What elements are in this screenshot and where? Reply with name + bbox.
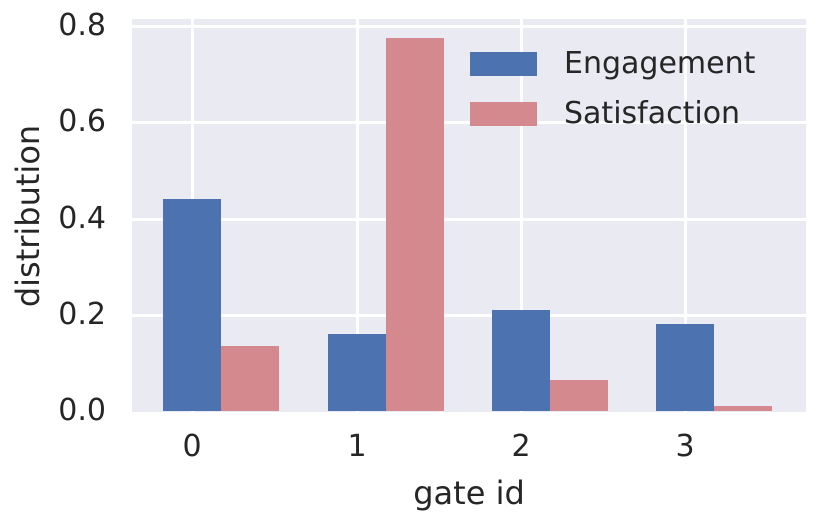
gridline-vertical <box>684 19 687 412</box>
y-axis-label: distribution <box>9 124 47 308</box>
legend-swatch-satisfaction <box>470 101 537 126</box>
x-tick-label: 2 <box>511 429 531 464</box>
bar-satisfaction-3 <box>714 406 772 411</box>
legend-swatch-engagement <box>470 51 537 76</box>
y-tick-label: 0.8 <box>58 8 106 44</box>
bar-satisfaction-1 <box>386 37 444 411</box>
legend-label-engagement: Engagement <box>564 46 756 81</box>
bar-satisfaction-0 <box>221 346 279 411</box>
bar-engagement-2 <box>492 310 550 411</box>
legend-item-engagement: Engagement <box>470 46 755 81</box>
gridline-vertical <box>356 19 359 412</box>
plot-area <box>132 19 806 412</box>
x-tick-label: 1 <box>347 429 367 464</box>
bar-engagement-3 <box>656 324 714 411</box>
bar-engagement-1 <box>328 334 386 411</box>
y-tick-label: 0.0 <box>58 393 106 428</box>
legend-label-satisfaction: Satisfaction <box>564 96 741 131</box>
x-tick-label: 0 <box>182 429 202 464</box>
x-tick-label: 3 <box>675 429 695 464</box>
y-tick-label: 0.6 <box>58 104 106 140</box>
bar-engagement-0 <box>163 199 221 411</box>
x-axis-label: gate id <box>413 474 525 512</box>
gridline-horizontal <box>132 25 806 29</box>
gridline-horizontal <box>132 313 806 317</box>
gridline-horizontal <box>132 217 806 221</box>
y-tick-label: 0.2 <box>58 296 106 332</box>
legend-item-satisfaction: Satisfaction <box>470 96 740 131</box>
y-tick-label: 0.4 <box>58 200 106 236</box>
gridline-vertical <box>520 19 523 412</box>
bar-satisfaction-2 <box>550 379 608 411</box>
gridline-horizontal <box>132 121 806 125</box>
